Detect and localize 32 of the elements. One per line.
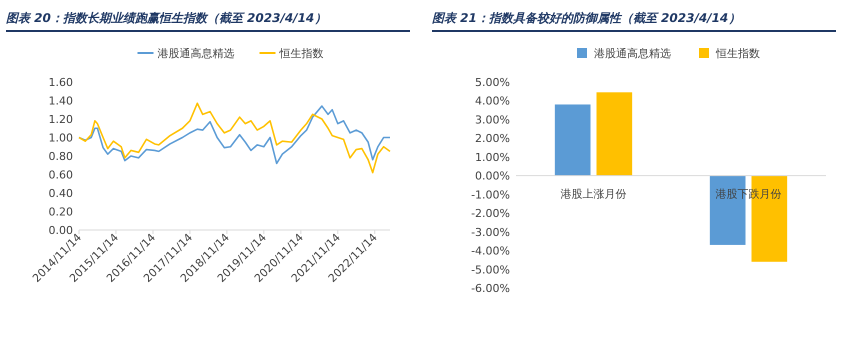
y-tick-label: 1.20 [48, 113, 73, 126]
legend-label: 恒生指数 [715, 47, 760, 60]
chart-title: 图表 20：指数长期业绩跑赢恒生指数（截至 2023/4/14） [6, 10, 410, 32]
y-tick-label: 4.00% [475, 94, 510, 108]
legend-label: 港股通高息精选 [594, 47, 671, 60]
y-tick-label: 0.20 [48, 206, 73, 218]
y-tick-label: 5.00% [475, 76, 510, 89]
y-tick-label: 1.00% [475, 150, 510, 164]
line-series [78, 102, 391, 174]
legend-label: 港股通高息精选 [158, 47, 234, 60]
chart-title: 图表 21：指数具备较好的防御属性（截至 2023/4/14） [432, 10, 836, 32]
y-tick-label: 0.80 [48, 150, 73, 163]
bar [554, 104, 590, 176]
y-tick-label: -6.00% [471, 282, 510, 295]
y-tick-label: 0.00% [475, 170, 510, 183]
y-tick-label: -4.00% [471, 244, 510, 258]
line-series [78, 105, 391, 164]
legend-label: 恒生指数 [278, 47, 324, 60]
y-tick-label: 0.60 [48, 168, 73, 182]
y-tick-label: 1.00 [48, 132, 73, 144]
y-tick-label: 1.60 [48, 76, 73, 89]
y-tick-label: 0.40 [48, 187, 73, 200]
bar [596, 92, 632, 176]
y-tick-label: -2.00% [471, 207, 510, 220]
x-tick-label: 港股上涨月份 [560, 188, 626, 201]
y-tick-label: -5.00% [471, 263, 510, 276]
y-tick-label: -3.00% [471, 226, 510, 239]
y-tick-label: 0.00 [48, 224, 73, 237]
y-tick-label: 2.00% [475, 132, 510, 146]
y-tick-label: 1.40 [48, 94, 73, 108]
y-tick-label: 3.00% [475, 113, 510, 126]
y-tick-label: -1.00% [471, 188, 510, 202]
